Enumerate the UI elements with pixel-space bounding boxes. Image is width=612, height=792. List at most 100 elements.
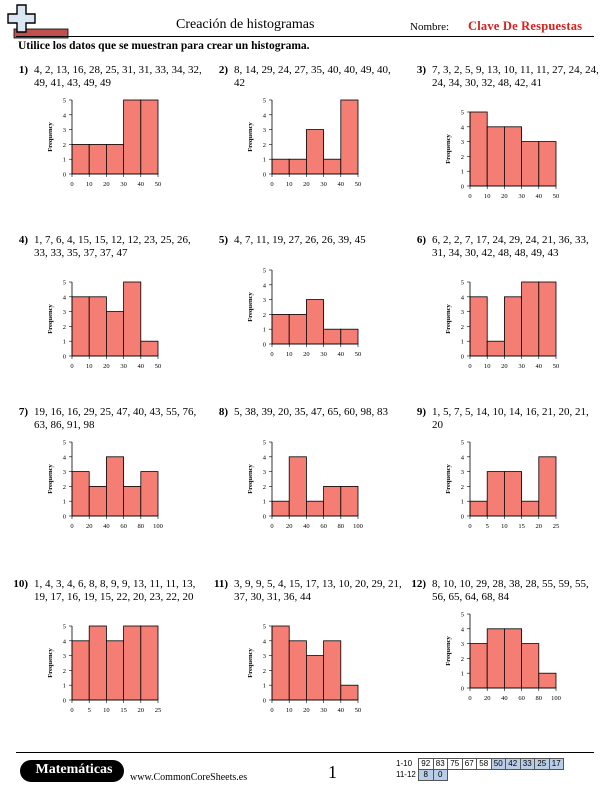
x-tick-label: 40 [536,193,543,200]
histogram-bar [88,144,107,175]
x-tick-label: 20 [536,523,543,530]
histogram-bar [486,628,505,689]
histogram-bar [106,144,125,175]
footer-divider [16,752,594,753]
page-number: 1 [328,762,337,782]
histogram: 0 1 2 3 4 5 0 5 10 15 20 25 Frequency [445,440,559,531]
y-tick-label: 0 [63,514,66,521]
y-tick-label: 4 [461,294,465,301]
histogram-bar [140,471,159,517]
histogram-bar [106,311,125,357]
y-tick-label: 4 [461,454,465,461]
problem-number: 5) [218,234,228,246]
y-tick-label: 5 [263,440,266,447]
problem-data: 6, 2, 2, 7, 17, 24, 29, 24, 21, 36, 33, … [432,234,589,259]
x-tick-label: 60 [320,523,327,530]
x-tick-label: 0 [270,351,273,358]
problem: 3) 7, 3, 2, 5, 9, 13, 10, 11, 11, 27, 24,… [406,64,602,234]
y-tick-label: 1 [263,157,266,164]
y-tick-label: 3 [461,309,464,316]
score-table: 1-10 92 83 75 67 58 50 42 33 25 17 11-12… [396,758,564,781]
x-tick-label: 50 [155,363,162,370]
problem: 5) 4, 7, 11, 19, 27, 26, 26, 39, 45 0 1 2 3 4 5… [208,234,404,404]
x-tick-label: 40 [138,363,145,370]
x-tick-label: 0 [468,695,471,702]
y-tick-label: 2 [461,656,464,663]
x-tick-label: 20 [484,695,491,702]
x-tick-label: 80 [138,523,145,530]
y-tick-label: 3 [63,309,66,316]
y-tick-label: 1 [461,499,464,506]
x-tick-label: 0 [70,523,73,530]
histogram-bar [306,500,325,517]
x-tick-label: 0 [70,707,73,714]
histogram-bar [469,296,488,357]
histogram-bar [271,500,290,517]
x-tick-label: 40 [338,707,345,714]
histogram-bar [123,99,142,175]
y-axis-label: Frequency [247,122,254,152]
histogram-bar [106,456,125,517]
x-tick-label: 10 [103,707,110,714]
y-axis-label: Frequency [247,648,254,678]
histogram: 0 1 2 3 4 5 0 20 40 60 80 100 Frequency [445,612,561,703]
x-tick-label: 5 [88,707,91,714]
x-tick-label: 15 [518,523,525,530]
histogram-bar [106,640,125,701]
x-tick-label: 40 [536,363,543,370]
y-axis-label: Frequency [445,464,452,494]
histogram-bar [306,299,325,345]
x-tick-label: 20 [501,363,508,370]
problem-data: 19, 16, 16, 29, 25, 47, 40, 43, 55, 76, … [34,406,197,431]
problem-data: 5, 38, 39, 20, 35, 47, 65, 60, 98, 83 [234,406,388,418]
problem: 10) 1, 4, 3, 4, 6, 8, 8, 9, 9, 13, 11, 11… [8,578,204,748]
histogram-bar [504,628,523,689]
score-cell: 33 [519,758,535,770]
y-axis-label: Frequency [445,304,452,334]
problem-number: 12) [411,578,426,590]
histogram-bar [140,99,159,175]
y-axis-label: Frequency [47,464,54,494]
instructions: Utilice los datos que se muestran para c… [18,40,310,52]
score-cell: 50 [490,758,506,770]
y-tick-label: 1 [263,683,266,690]
x-tick-label: 40 [338,181,345,188]
y-tick-label: 3 [461,139,464,146]
problem-data: 7, 3, 2, 5, 9, 13, 10, 11, 11, 27, 24, 2… [432,64,599,89]
histogram: 0 1 2 3 4 5 0 20 40 60 80 100 Frequency [247,440,363,531]
problem: 7) 19, 16, 16, 29, 25, 47, 40, 43, 55, 76… [8,406,204,576]
histogram-bar [538,281,557,357]
x-tick-label: 100 [551,695,561,702]
y-tick-label: 2 [461,154,464,161]
problem: 11) 3, 9, 9, 5, 4, 15, 17, 13, 10, 20, 29… [208,578,404,748]
y-tick-label: 3 [461,641,464,648]
x-tick-label: 40 [501,695,508,702]
problem: 8) 5, 38, 39, 20, 35, 47, 65, 60, 98, 83 0… [208,406,404,576]
brand-badge [20,760,124,782]
x-tick-label: 10 [501,523,508,530]
y-tick-label: 1 [63,683,66,690]
score-cell: 58 [476,758,492,770]
histogram: 0 1 2 3 4 5 0 5 10 15 20 25 Frequency [47,624,162,715]
problem: 2) 8, 14, 29, 24, 27, 35, 40, 40, 49, 40,… [208,64,404,234]
problem: 12) 8, 10, 10, 29, 28, 38, 28, 55, 59, 55… [406,578,602,748]
x-tick-label: 20 [303,351,310,358]
x-tick-label: 20 [103,181,110,188]
x-tick-label: 40 [303,523,310,530]
problem-number: 7) [18,406,28,418]
plus-logo-icon [7,4,69,39]
y-tick-label: 4 [263,454,267,461]
x-tick-label: 25 [155,707,162,714]
x-tick-label: 50 [553,363,560,370]
x-tick-label: 30 [120,181,127,188]
x-tick-label: 20 [86,523,93,530]
y-tick-label: 5 [263,268,266,275]
y-tick-label: 1 [461,169,464,176]
y-tick-label: 4 [63,294,67,301]
x-tick-label: 0 [270,707,273,714]
name-label: Nombre: [410,21,450,33]
x-tick-label: 0 [70,181,73,188]
score-row: 11-12 8 0 [396,769,564,781]
y-tick-label: 3 [63,653,66,660]
